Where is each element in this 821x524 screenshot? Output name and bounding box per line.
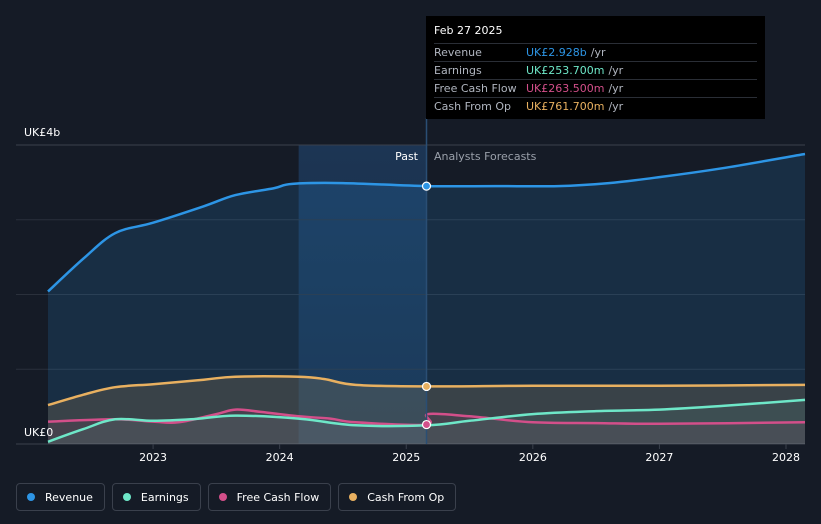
tooltip-row-value: UK£761.700m	[526, 100, 605, 113]
x-tick-label: 2027	[645, 451, 673, 464]
past-label: Past	[395, 150, 419, 163]
tooltip-row-label: Earnings	[434, 64, 482, 77]
y-axis-bottom-label: UK£0	[24, 426, 53, 439]
tooltip-row: Free Cash Flow UK£263.500m/yr	[434, 79, 757, 97]
free-cash-flow-marker	[421, 419, 432, 430]
x-tick-label: 2025	[392, 451, 420, 464]
tooltip-date: Feb 27 2025	[434, 24, 503, 37]
x-tick-label: 2028	[772, 451, 800, 464]
legend-item-cash-from-op[interactable]: Cash From Op	[338, 483, 457, 511]
y-axis-top-label: UK£4b	[24, 126, 60, 139]
revenue-dot-icon	[27, 493, 35, 501]
tooltip-row: Revenue UK£2.928b/yr	[434, 43, 757, 61]
tooltip-row-value: UK£263.500m	[526, 82, 605, 95]
tooltip-row: Cash From Op UK£761.700m/yr	[434, 97, 757, 115]
legend-item-revenue[interactable]: Revenue	[16, 483, 105, 511]
legend-item-label: Revenue	[45, 490, 93, 504]
earnings-dot-icon	[122, 493, 131, 501]
tooltip-row-unit: /yr	[590, 46, 606, 59]
tooltip-row-unit: /yr	[608, 100, 624, 113]
tooltip-row-label: Revenue	[434, 46, 482, 59]
analysts-forecasts-label: Analysts Forecasts	[434, 150, 537, 163]
legend-item-label: Earnings	[140, 490, 189, 504]
tooltip-row-unit: /yr	[608, 82, 624, 95]
legend-item-free-cash-flow[interactable]: Free Cash Flow	[207, 483, 332, 511]
tooltip-row-label: Free Cash Flow	[434, 82, 517, 95]
tooltip-row-value: UK£253.700m	[526, 64, 605, 77]
tooltip-row: Earnings UK£253.700m/yr	[434, 61, 757, 79]
legend-item-earnings[interactable]: Earnings	[111, 483, 201, 511]
legend-item-label: Free Cash Flow	[236, 490, 320, 504]
earnings-line	[47, 398, 806, 443]
revenue-marker	[421, 181, 432, 191]
legend-item-label: Cash From Op	[367, 490, 445, 504]
revenue-line	[47, 152, 806, 293]
free-cash-flow-line	[47, 408, 806, 427]
legend: Revenue Earnings Free Cash Flow Cash From O…	[16, 483, 457, 511]
free-cash-flow-dot-icon	[218, 493, 227, 501]
x-tick-label: 2023	[139, 451, 167, 464]
x-tick-label: 2026	[519, 451, 547, 464]
cash-from-op-line	[47, 375, 806, 407]
tooltip-panel: Feb 27 2025 Revenue UK£2.928b/yr Earnings U…	[426, 16, 765, 119]
cash-from-op-marker	[421, 381, 432, 392]
cash-from-op-dot-icon	[349, 493, 358, 501]
tooltip-row-value: UK£2.928b	[526, 46, 587, 59]
tooltip-row-unit: /yr	[608, 64, 624, 77]
tooltip-row-label: Cash From Op	[434, 100, 512, 113]
x-tick-label: 2024	[266, 451, 294, 464]
